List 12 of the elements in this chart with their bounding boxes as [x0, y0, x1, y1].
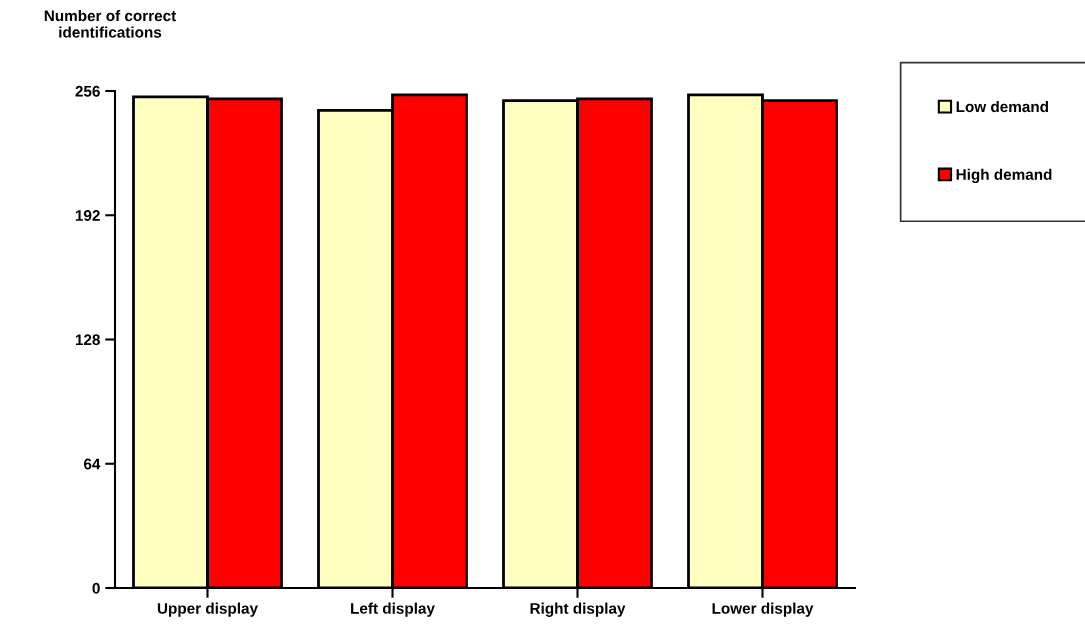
y-tick-label: 64 — [83, 458, 101, 470]
y-tick-label: 128 — [75, 334, 100, 346]
x-tick-label: Lower display — [712, 602, 814, 617]
y-tick-label: 192 — [75, 210, 100, 221]
y-axis-title: Number of correct identifications — [44, 10, 177, 38]
legend-label: High demand — [956, 168, 1052, 184]
x-tick-label: Left display — [351, 602, 435, 617]
y-tick-label: 256 — [75, 85, 100, 97]
y-tick-label: 0 — [92, 582, 100, 594]
x-tick-label: Right display — [530, 602, 626, 617]
legend-label: Low demand — [956, 100, 1048, 113]
x-tick-label: Upper display — [157, 602, 258, 617]
